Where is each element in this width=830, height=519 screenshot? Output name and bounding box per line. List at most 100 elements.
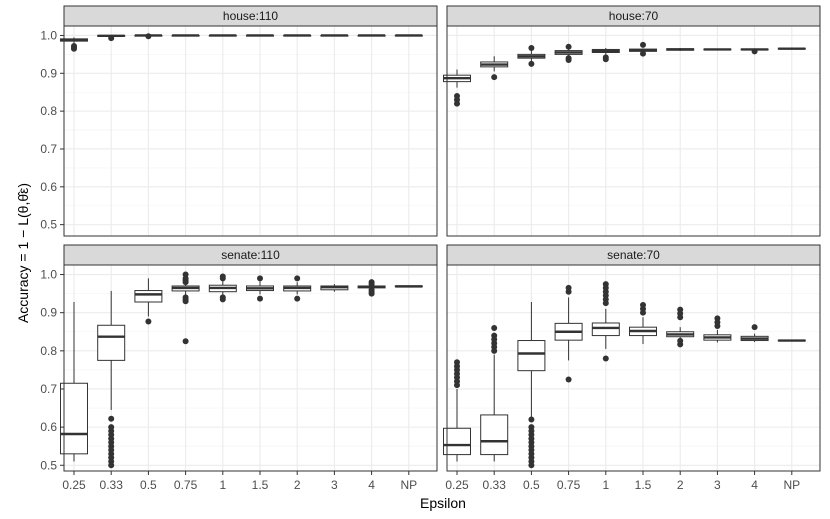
box-house-110-0.75 — [171, 34, 200, 37]
outlier-point — [528, 44, 535, 51]
y-tick-label: 0.9 — [40, 306, 57, 320]
x-tick-label: 0.25 — [445, 478, 469, 492]
box-house-110-4 — [357, 34, 386, 37]
strip-label-senate-110: senate:110 — [221, 248, 280, 262]
outlier-point — [528, 60, 535, 67]
x-tick-label: 3 — [714, 478, 721, 492]
outlier-point — [714, 323, 721, 330]
outlier-point — [145, 33, 152, 40]
box-senate-70-1.5 — [629, 302, 657, 344]
box-iqr — [443, 427, 471, 456]
box-senate-110-3 — [320, 284, 349, 292]
panel-border-house-70 — [446, 25, 821, 237]
outlier-point — [294, 275, 301, 282]
outlier-point — [145, 318, 152, 325]
outlier-point — [108, 35, 115, 42]
box-senate-70-0.25 — [443, 359, 471, 462]
x-tick-label: 0.33 — [483, 478, 507, 492]
x-tick-label: NP — [400, 478, 417, 492]
x-tick-label: 0.5 — [140, 478, 157, 492]
x-tick-label: 2 — [677, 478, 684, 492]
x-tick-label: 3 — [331, 478, 338, 492]
outlier-point — [294, 295, 301, 302]
box-house-70-NP — [777, 47, 806, 50]
x-tick-label: 1 — [602, 478, 609, 492]
y-tick-label: 1.0 — [40, 28, 57, 42]
outlier-point — [219, 296, 226, 303]
y-tick-label: 0.7 — [40, 142, 57, 156]
box-house-70-3 — [703, 48, 732, 51]
panel-border-house-110 — [63, 25, 438, 237]
y-tick-label: 0.5 — [40, 458, 57, 472]
box-senate-70-0.5 — [517, 302, 546, 469]
x-tick-label: 1 — [219, 478, 226, 492]
outlier-point — [182, 279, 189, 286]
box-house-70-4 — [740, 48, 769, 55]
box-senate-110-1 — [208, 273, 237, 303]
x-tick-label: 1.5 — [252, 478, 269, 492]
outlier-point — [219, 275, 226, 282]
box-iqr — [134, 290, 163, 303]
x-tick-label: 0.5 — [523, 478, 540, 492]
panel-border-senate-110 — [63, 264, 438, 472]
y-tick-label: 0.5 — [40, 218, 57, 232]
box-senate-110-0.5 — [134, 278, 163, 325]
box-senate-110-NP — [394, 285, 423, 288]
box-senate-70-0.75 — [554, 284, 583, 383]
box-house-110-1.5 — [246, 34, 274, 37]
box-senate-70-4 — [740, 324, 769, 343]
y-tick-label: 1.0 — [40, 268, 57, 282]
panel-border-senate-70 — [446, 264, 821, 472]
box-house-70-0.33 — [480, 56, 509, 81]
outlier-point — [368, 290, 375, 297]
box-house-70-0.25 — [443, 69, 471, 107]
box-iqr — [480, 414, 509, 456]
outlier-point — [640, 41, 646, 48]
outlier-point — [602, 300, 609, 307]
x-tick-label: 0.75 — [174, 478, 198, 492]
box-house-70-1 — [591, 47, 620, 63]
box-house-110-3 — [320, 34, 349, 37]
box-senate-70-1 — [591, 281, 620, 362]
box-house-70-0.75 — [554, 43, 583, 64]
outlier-point — [751, 324, 758, 331]
x-tick-label: 4 — [751, 478, 758, 492]
y-tick-label: 0.8 — [40, 344, 57, 358]
outlier-point — [528, 416, 535, 423]
boxes-layer — [60, 33, 806, 469]
x-tick-label: 0.33 — [100, 478, 124, 492]
box-senate-110-0.25 — [60, 302, 88, 462]
box-iqr — [97, 324, 126, 361]
x-tick-label: 0.75 — [557, 478, 581, 492]
outlier-point — [640, 50, 646, 57]
outlier-point — [257, 275, 263, 282]
box-senate-110-0.75 — [171, 271, 200, 345]
outlier-point — [491, 74, 498, 81]
box-senate-110-1.5 — [246, 275, 274, 302]
y-axis-title: Accuracy = 1 − L(θ,θ̂ε) — [15, 183, 31, 323]
outlier-point — [565, 376, 572, 383]
outlier-point — [108, 415, 115, 422]
box-senate-110-4 — [357, 279, 386, 297]
outlier-point — [491, 347, 498, 354]
outlier-point — [528, 462, 535, 469]
x-tick-label: 1.5 — [635, 478, 652, 492]
outlier-point — [602, 355, 609, 362]
box-iqr — [517, 340, 546, 372]
x-tick-label: NP — [783, 478, 800, 492]
outlier-point — [71, 45, 77, 52]
outlier-point — [677, 341, 684, 348]
x-tick-label: 0.25 — [62, 478, 86, 492]
outlier-point — [454, 100, 460, 107]
outlier-point — [368, 281, 375, 288]
outlier-point — [565, 57, 572, 64]
outlier-point — [751, 48, 758, 55]
outlier-point — [677, 314, 684, 321]
frame-layer: house:110 house:70 senate:110 senate:70 — [63, 5, 821, 472]
box-senate-70-3 — [703, 315, 732, 343]
outlier-point — [182, 298, 189, 305]
box-house-70-1.5 — [629, 41, 657, 57]
outlier-point — [108, 462, 115, 469]
tick-layer: 0.5 0.6 0.7 0.8 0.9 1.0 0.5 0.6 0.7 0.8 0.9 1.0 0.25… — [40, 28, 800, 492]
